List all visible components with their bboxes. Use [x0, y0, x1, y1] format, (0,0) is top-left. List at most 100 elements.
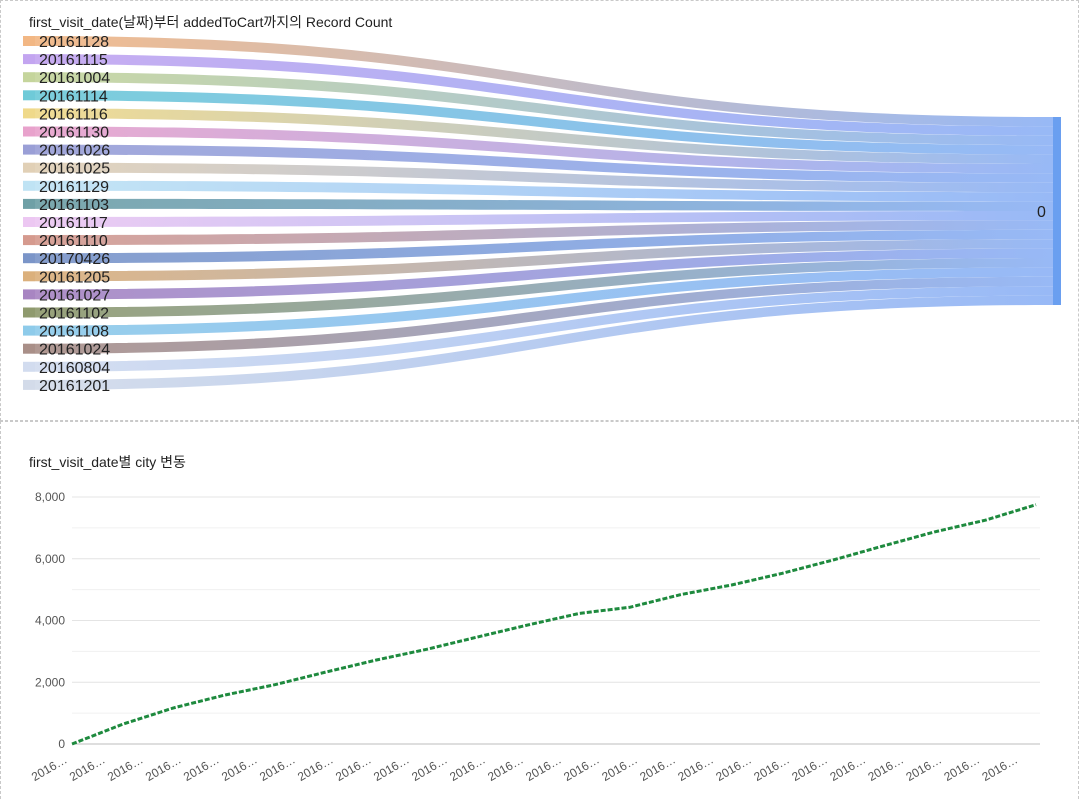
sankey-flow-20161201[interactable]: [35, 295, 1053, 390]
x-tick-label: 2016…: [599, 752, 640, 783]
x-tick-label: 2016…: [904, 752, 945, 783]
sankey-flow-20161026[interactable]: [35, 144, 1053, 183]
sankey-source-label: 20161117: [39, 215, 108, 232]
x-tick-label: 2016…: [143, 752, 184, 783]
sankey-source-node-20161026[interactable]: [23, 144, 35, 155]
x-tick-label: 2016…: [447, 752, 488, 783]
x-tick-label: 2016…: [67, 752, 108, 783]
x-tick-label: 2016…: [181, 752, 222, 783]
sankey-flow-20161108[interactable]: [35, 267, 1053, 336]
sankey-source-node-20170426[interactable]: [23, 253, 35, 264]
sankey-source-label: 20161128: [39, 34, 109, 51]
sankey-flow-20170426[interactable]: [35, 229, 1053, 264]
y-tick-label: 0: [58, 737, 65, 751]
sankey-source-node-20161108[interactable]: [23, 325, 35, 336]
sankey-target-label: 0: [1037, 204, 1046, 221]
sankey-source-label: 20161205: [39, 269, 110, 286]
sankey-flow-20161116[interactable]: [35, 108, 1053, 164]
y-tick-label: 6,000: [35, 552, 65, 566]
sankey-source-label: 20161102: [39, 306, 109, 323]
sankey-source-label: 20160804: [39, 360, 110, 377]
sankey-flow-20161128[interactable]: [35, 36, 1053, 127]
sankey-source-node-20161205[interactable]: [23, 271, 35, 282]
line-gridlines: [72, 496, 1040, 745]
x-tick-label: 2016…: [333, 752, 374, 783]
sankey-source-node-20161129[interactable]: [23, 180, 35, 191]
sankey-flow-20161114[interactable]: [35, 90, 1053, 155]
line-y-ticks: 0 2,000 4,000 6,000 8,000: [35, 490, 65, 751]
sankey-source-label: 20161027: [39, 287, 110, 304]
sankey-flow-20161110[interactable]: [35, 220, 1053, 246]
sankey-source-node-20161024[interactable]: [23, 343, 35, 354]
sankey-source-node-20161116[interactable]: [23, 108, 35, 119]
x-tick-label: 2016…: [371, 752, 412, 783]
line-x-ticks: 2016…2016…2016…2016…2016…2016…2016…2016……: [29, 752, 1020, 783]
sankey-source-label: 20161025: [39, 161, 110, 178]
sankey-flow-20161027[interactable]: [35, 248, 1053, 300]
x-tick-label: 2016…: [675, 752, 716, 783]
sankey-flow-20161130[interactable]: [35, 126, 1053, 174]
sankey-flow-20161115[interactable]: [35, 54, 1053, 136]
x-tick-label: 2016…: [942, 752, 983, 783]
sankey-flow-20161004[interactable]: [35, 72, 1053, 146]
y-tick-label: 2,000: [35, 675, 65, 689]
sankey-source-node-20161201[interactable]: [23, 379, 35, 390]
line-series-path[interactable]: [71, 503, 1037, 746]
sankey-flow-20161025[interactable]: [35, 162, 1053, 193]
x-tick-label: 2016…: [29, 752, 70, 783]
sankey-source-node-20161128[interactable]: [23, 36, 35, 46]
sankey-source-label: 20161026: [39, 143, 110, 160]
x-tick-label: 2016…: [865, 752, 906, 783]
sankey-chart: 2016112820161115201610042016111420161116…: [23, 34, 1061, 395]
sankey-flow-20161129[interactable]: [35, 180, 1053, 202]
sankey-source-node-20161103[interactable]: [23, 198, 35, 209]
line-series: [71, 503, 1037, 746]
sankey-source-label: 20161129: [39, 179, 109, 196]
sankey-source-node-20161130[interactable]: [23, 126, 35, 137]
sankey-source-node-20161110[interactable]: [23, 235, 35, 246]
x-tick-label: 2016…: [751, 752, 792, 783]
sankey-flow-20160804[interactable]: [35, 286, 1053, 372]
sankey-source-node-20161114[interactable]: [23, 90, 35, 101]
sankey-source-label: 20161130: [39, 125, 109, 142]
sankey-flow-20161205[interactable]: [35, 239, 1053, 282]
sankey-target-node: 0: [1037, 117, 1061, 305]
x-tick-label: 2016…: [561, 752, 602, 783]
sankey-target-node-rect[interactable]: [1053, 117, 1061, 305]
x-tick-label: 2016…: [219, 752, 260, 783]
sankey-flows: [35, 36, 1053, 390]
sankey-source-label: 20161108: [39, 324, 109, 341]
sankey-source-node-20161004[interactable]: [23, 72, 35, 83]
x-tick-label: 2016…: [257, 752, 298, 783]
sankey-source-node-20161115[interactable]: [23, 54, 35, 65]
sankey-source-label: 20161110: [39, 233, 108, 250]
sankey-flow-20161117[interactable]: [35, 211, 1053, 227]
sankey-panel: first_visit_date(날짜)부터 addedToCart까지의 Re…: [0, 0, 1079, 421]
x-tick-label: 2016…: [713, 752, 754, 783]
x-tick-label: 2016…: [980, 752, 1021, 783]
sankey-title: first_visit_date(날짜)부터 addedToCart까지의 Re…: [29, 14, 393, 30]
x-tick-label: 2016…: [105, 752, 146, 783]
y-tick-label: 4,000: [35, 614, 65, 628]
sankey-source-node-20161025[interactable]: [23, 162, 35, 173]
sankey-source-label: 20161115: [39, 52, 108, 69]
sankey-source-node-20161117[interactable]: [23, 217, 35, 227]
sankey-source-node-20160804[interactable]: [23, 361, 35, 372]
x-tick-label: 2016…: [523, 752, 564, 783]
sankey-source-label: 20161004: [39, 70, 110, 87]
sankey-source-node-20161102[interactable]: [23, 307, 35, 318]
x-tick-label: 2016…: [485, 752, 526, 783]
y-tick-label: 8,000: [35, 490, 65, 504]
x-tick-label: 2016…: [789, 752, 830, 783]
sankey-source-label: 20161116: [39, 106, 108, 123]
sankey-source-nodes: 2016112820161115201610042016111420161116…: [23, 34, 110, 395]
sankey-source-node-20161027[interactable]: [23, 289, 35, 300]
sankey-source-label: 20161114: [39, 88, 108, 105]
x-tick-label: 2016…: [409, 752, 450, 783]
sankey-flow-20161024[interactable]: [35, 276, 1053, 354]
sankey-source-label: 20161103: [39, 197, 109, 214]
sankey-flow-20161103[interactable]: [35, 198, 1053, 211]
sankey-flow-20161102[interactable]: [35, 258, 1053, 318]
sankey-source-label: 20161024: [39, 342, 110, 359]
